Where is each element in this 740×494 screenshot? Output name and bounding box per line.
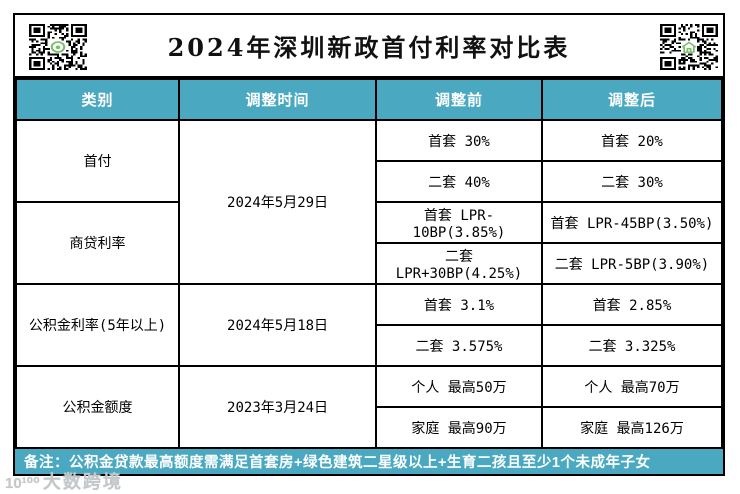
after-cell: 二套 30% (540, 160, 724, 203)
category-cell-fund-quota: 公积金额度 (14, 365, 181, 449)
page-title: 2024年深圳新政首付利率对比表 (167, 33, 571, 62)
table-row: 二套 3.575% 二套 3.325% (16, 324, 724, 367)
before-cell: 个人 最高50万 (375, 365, 543, 408)
date-cell-2024-05-18: 2024年5月18日 (178, 283, 378, 367)
table-row: 二套 LPR+30BP(4.25%) 二套 LPR-5BP(3.90%) (16, 242, 724, 285)
table-row: 商贷利率 首套 LPR-10BP(3.85%) 首套 LPR-45BP(3.50… (14, 201, 724, 285)
after-cell: 二套 LPR-5BP(3.90%) (540, 242, 724, 285)
date-cell-2023-03-24: 2023年3月24日 (178, 365, 378, 449)
table-row: 二套 40% 二套 30% (16, 160, 724, 203)
header-category: 类别 (14, 78, 181, 121)
table-frame: 2024年深圳新政首付利率对比表 类别 调整时间 调整前 调整后 首付 2024… (13, 13, 725, 476)
before-cell: 首套 30% (375, 119, 543, 162)
watermark-text: 大数跨境 (42, 472, 123, 492)
watermark-logo: 10¹⁰⁰ (5, 475, 40, 492)
note-text: 备注：公积金贷款最高额度需满足首套房+绿色建筑二星级以上+生育二孩且至少1个未成… (24, 455, 651, 471)
after-cell: 个人 最高70万 (540, 365, 724, 408)
category-cell-fund-rate: 公积金利率(5年以上) (14, 283, 181, 367)
before-cell: 家庭 最高90万 (375, 406, 543, 449)
qr-code-left-icon (29, 24, 87, 70)
watermark: 10¹⁰⁰ 大数跨境 (5, 468, 123, 494)
category-cell-commercial-rate: 商贷利率 (14, 201, 181, 285)
before-cell: 首套 3.1% (375, 283, 543, 326)
title-band: 2024年深圳新政首付利率对比表 (15, 15, 723, 78)
after-cell: 家庭 最高126万 (540, 406, 724, 449)
after-cell: 首套 20% (540, 119, 724, 162)
before-cell: 二套 LPR+30BP(4.25%) (375, 242, 543, 285)
after-cell: 二套 3.325% (540, 324, 724, 367)
header-adjust-time: 调整时间 (178, 78, 378, 121)
table-row: 家庭 最高90万 家庭 最高126万 (16, 406, 724, 449)
header-row: 类别 调整时间 调整前 调整后 (14, 78, 724, 121)
table-row: 公积金利率(5年以上) 2024年5月18日 首套 3.1% 首套 2.85% (14, 283, 724, 367)
table-row: 公积金额度 2023年3月24日 个人 最高50万 个人 最高70万 (14, 365, 724, 449)
table-row: 首付 2024年5月29日 首套 30% 首套 20% (14, 119, 724, 285)
note-band: 备注：公积金贷款最高额度需满足首套房+绿色建筑二星级以上+生育二孩且至少1个未成… (15, 449, 723, 474)
header-before: 调整前 (375, 78, 543, 121)
date-cell-2024-05-29: 2024年5月29日 (178, 119, 378, 285)
category-cell-down-payment: 首付 (14, 119, 181, 203)
before-cell: 二套 3.575% (375, 324, 543, 367)
after-cell: 首套 LPR-45BP(3.50%) (540, 201, 724, 244)
header-after: 调整后 (540, 78, 724, 121)
rate-comparison-table: 类别 调整时间 调整前 调整后 首付 2024年5月29日 首套 30% 首套 … (14, 78, 724, 449)
before-cell: 首套 LPR-10BP(3.85%) (375, 201, 543, 244)
qr-code-right-icon (660, 24, 718, 70)
after-cell: 首套 2.85% (540, 283, 724, 326)
before-cell: 二套 40% (375, 160, 543, 203)
